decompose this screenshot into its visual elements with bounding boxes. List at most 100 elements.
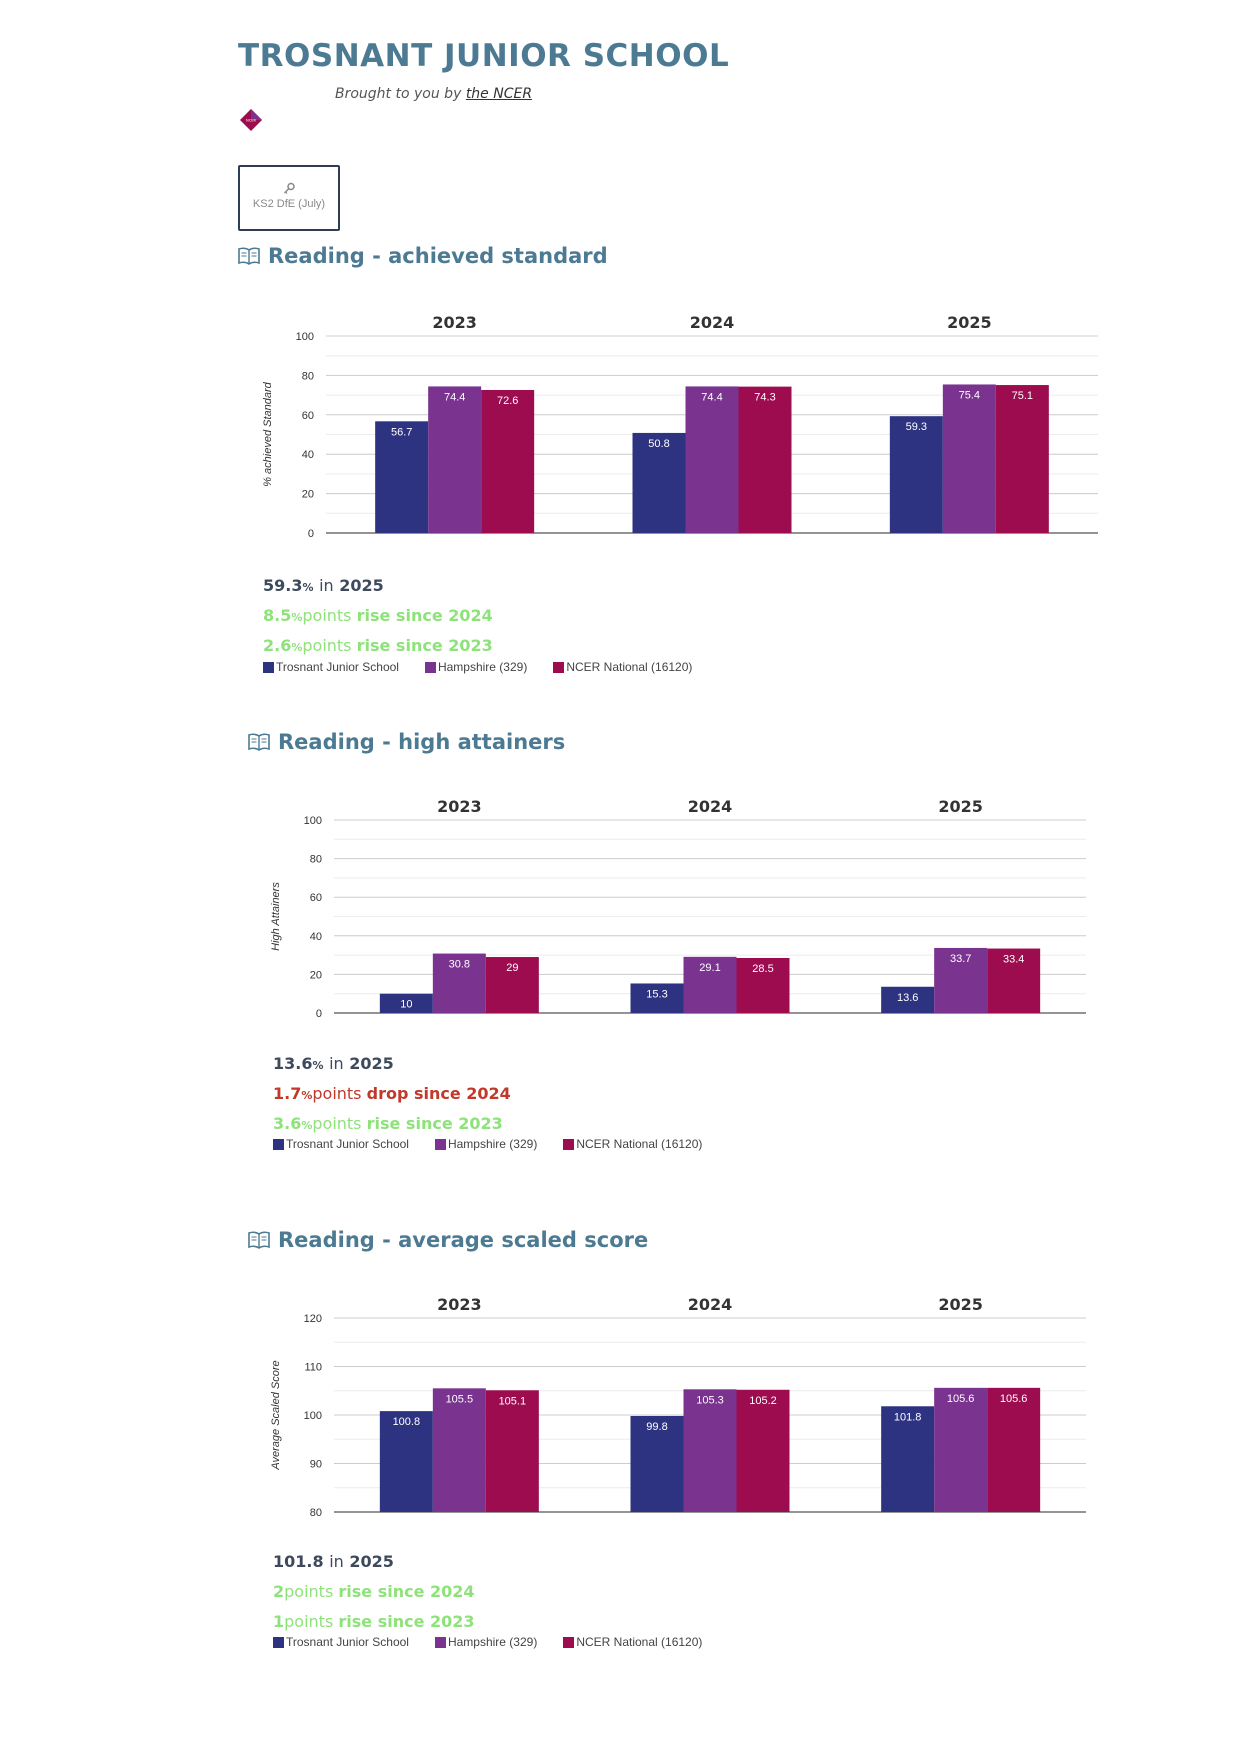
bar-value-label: 28.5 <box>752 963 773 975</box>
y-tick-label: 100 <box>304 1410 322 1422</box>
legend-swatch <box>273 1138 284 1150</box>
summary-change-line: 2.6%points rise since 2023 <box>263 632 493 662</box>
brought-prefix: Brought to you by <box>335 86 462 102</box>
change-points: points <box>302 606 352 625</box>
category-label: 2024 <box>688 797 733 816</box>
y-tick-label: 0 <box>316 1008 322 1020</box>
brought-to-you-by: Brought to you by the NCER <box>335 86 532 102</box>
ncer-link[interactable]: the NCER <box>465 86 533 102</box>
bar-school <box>630 983 684 1013</box>
legend-item-hampshire[interactable]: Hampshire (329) <box>424 660 528 674</box>
bar-school <box>375 421 429 533</box>
school-title: TROSNANT JUNIOR SCHOOL <box>238 38 730 74</box>
bar-hampshire <box>432 1388 486 1512</box>
bar-value-label: 99.8 <box>646 1421 667 1433</box>
legend-item-school[interactable]: Trosnant Junior School <box>263 660 399 674</box>
bar-value-label: 29 <box>506 962 518 974</box>
summary-unit: % <box>302 581 314 594</box>
bar-value-label: 105.3 <box>696 1394 724 1406</box>
legend-label: Hampshire (329) <box>437 660 528 674</box>
y-tick-label: 100 <box>304 815 322 827</box>
change-text: rise since 2023 <box>366 1114 503 1133</box>
category-label: 2025 <box>938 1295 983 1314</box>
summary-change-line: 1points rise since 2023 <box>273 1608 475 1638</box>
bar-value-label: 15.3 <box>646 988 667 1000</box>
summary-in-text: in <box>329 1552 344 1571</box>
summary-value: 13.6 <box>273 1054 313 1073</box>
category-label: 2023 <box>437 797 482 816</box>
legend-item-hampshire[interactable]: Hampshire (329) <box>434 1137 537 1151</box>
legend-swatch <box>563 1636 575 1648</box>
legend-swatch <box>563 1138 575 1150</box>
legend-item-national[interactable]: NCER National (16120) <box>553 660 692 674</box>
bar-national <box>738 386 792 533</box>
legend-label: NCER National (16120) <box>576 1635 703 1649</box>
bar-value-label: 75.4 <box>959 389 980 401</box>
book-icon <box>238 247 260 265</box>
bar-value-label: 30.8 <box>449 959 470 971</box>
summary-year: 2025 <box>339 576 384 595</box>
legend-item-school[interactable]: Trosnant Junior School <box>273 1137 409 1151</box>
summary-change-line: 2points rise since 2024 <box>273 1578 475 1608</box>
category-label: 2023 <box>437 1295 482 1314</box>
section-title-text: Reading - average scaled score <box>278 1228 649 1252</box>
chart-legend: Trosnant Junior School Hampshire (329) NCE… <box>273 1137 702 1151</box>
change-value: 2 <box>273 1582 285 1601</box>
summary-block: 13.6% in 2025 1.7%points drop since 2024 3… <box>273 1050 511 1140</box>
bar-school <box>881 1406 935 1512</box>
category-label: 2024 <box>688 1295 733 1314</box>
category-label: 2024 <box>690 313 735 332</box>
bar-value-label: 100.8 <box>393 1416 421 1428</box>
change-unit: % <box>291 641 303 654</box>
book-icon <box>248 733 270 751</box>
section-title: Reading - high attainers <box>248 730 565 754</box>
change-points: points <box>284 1582 334 1601</box>
legend-label: NCER National (16120) <box>566 660 693 674</box>
legend-swatch <box>263 661 274 673</box>
summary-block: 101.8 in 2025 2points rise since 2024 1poi… <box>273 1548 475 1638</box>
change-text: rise since 2023 <box>338 1612 475 1631</box>
ks2-filter-button[interactable]: KS2 DfE (July) <box>238 165 340 231</box>
change-points: points <box>312 1084 362 1103</box>
bar-national <box>485 1390 539 1512</box>
category-label: 2023 <box>432 313 477 332</box>
y-axis-label: Average Scaled Score <box>270 1360 282 1470</box>
change-text: drop since 2024 <box>366 1084 511 1103</box>
bar-national <box>485 957 539 1013</box>
bar-hampshire <box>942 384 996 533</box>
bar-value-label: 33.7 <box>950 953 971 965</box>
legend-label: Hampshire (329) <box>447 1635 538 1649</box>
legend-swatch <box>273 1636 284 1648</box>
bar-hampshire <box>432 953 486 1013</box>
y-tick-label: 120 <box>304 1313 322 1325</box>
bar-value-label: 105.6 <box>947 1393 975 1405</box>
y-tick-label: 40 <box>310 931 322 943</box>
legend-item-national[interactable]: NCER National (16120) <box>563 1137 702 1151</box>
category-label: 2025 <box>947 313 992 332</box>
bar-value-label: 13.6 <box>897 992 918 1004</box>
legend-item-school[interactable]: Trosnant Junior School <box>273 1635 409 1649</box>
section-title: Reading - average scaled score <box>248 1228 648 1252</box>
legend-item-national[interactable]: NCER National (16120) <box>563 1635 702 1649</box>
legend-item-hampshire[interactable]: Hampshire (329) <box>434 1635 538 1649</box>
book-icon <box>248 1231 270 1249</box>
bar-national <box>995 385 1049 533</box>
bar-hampshire <box>428 386 482 533</box>
summary-value: 59.3 <box>263 576 303 595</box>
summary-year: 2025 <box>349 1552 394 1571</box>
y-tick-label: 110 <box>304 1362 322 1374</box>
section-title-text: Reading - high attainers <box>278 730 566 754</box>
change-value: 8.5 <box>263 606 292 625</box>
section-title-text: Reading - achieved standard <box>268 244 608 268</box>
summary-headline: 59.3% in 2025 <box>263 572 493 602</box>
y-tick-label: 60 <box>302 410 314 422</box>
bar-hampshire <box>934 1387 988 1512</box>
summary-value: 101.8 <box>273 1552 324 1571</box>
logo-text: NCER <box>246 119 256 123</box>
change-points: points <box>312 1114 362 1133</box>
key-icon <box>283 182 295 194</box>
y-tick-label: 20 <box>302 489 314 501</box>
bar-national <box>736 1389 790 1512</box>
